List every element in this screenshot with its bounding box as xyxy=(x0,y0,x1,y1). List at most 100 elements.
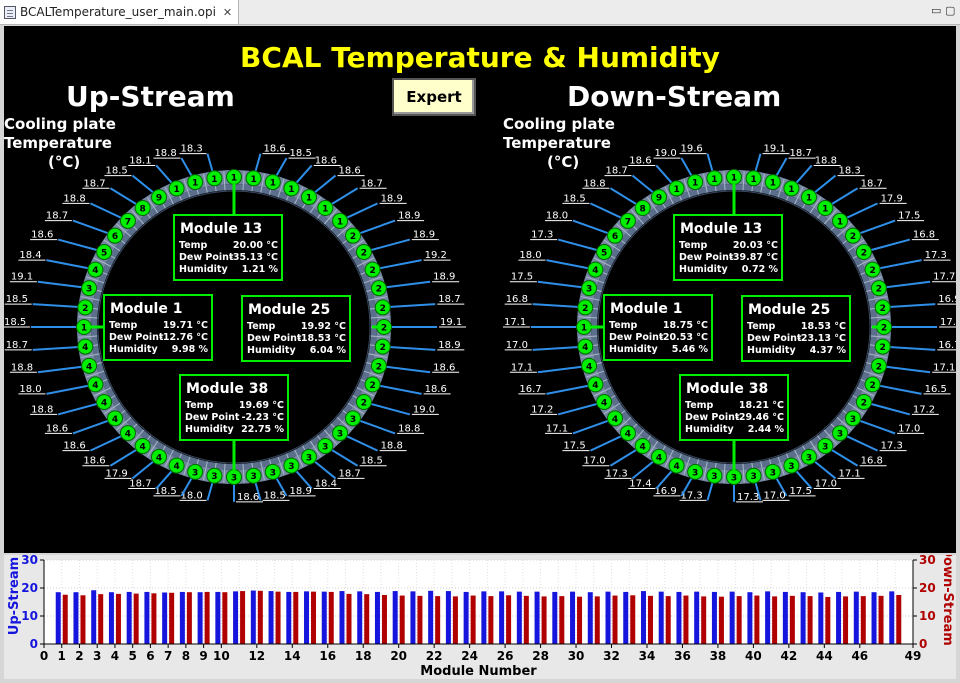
module-dot[interactable] xyxy=(874,338,891,355)
module-dot[interactable] xyxy=(206,467,223,484)
module-dot[interactable] xyxy=(745,467,762,484)
module-dot[interactable] xyxy=(187,174,204,191)
module-dot[interactable] xyxy=(245,170,262,187)
module-dot[interactable] xyxy=(96,244,113,260)
module-dot[interactable] xyxy=(370,357,387,374)
module-dot[interactable] xyxy=(301,189,317,206)
module-dot[interactable] xyxy=(581,280,598,297)
module-dot[interactable] xyxy=(345,227,362,244)
module-dot[interactable] xyxy=(817,438,834,455)
module-dot[interactable] xyxy=(855,394,872,410)
module-dot[interactable] xyxy=(355,394,372,410)
module-dot[interactable] xyxy=(619,425,636,442)
module-dot[interactable] xyxy=(345,410,362,427)
module-dot[interactable] xyxy=(668,457,685,474)
editor-tab[interactable]: BCALTemperature_user_main.opi ✕ xyxy=(0,0,240,24)
module-dot[interactable] xyxy=(168,457,185,474)
module-dot[interactable] xyxy=(764,463,781,480)
module-dot[interactable] xyxy=(332,212,349,229)
module-dot[interactable] xyxy=(87,376,104,393)
module-dot[interactable] xyxy=(606,410,623,427)
module-dot[interactable] xyxy=(817,199,834,216)
module-dot[interactable] xyxy=(651,189,667,206)
module-dot[interactable] xyxy=(283,180,300,197)
module-dot[interactable] xyxy=(264,174,281,191)
module-dot[interactable] xyxy=(864,261,881,278)
module-dot[interactable] xyxy=(864,376,881,393)
module-dot[interactable] xyxy=(577,299,594,316)
module-dot[interactable] xyxy=(187,463,204,480)
module-dot[interactable] xyxy=(801,189,817,206)
module-dot[interactable] xyxy=(364,376,381,393)
module-dot[interactable] xyxy=(332,425,349,442)
module-dot[interactable] xyxy=(283,457,300,474)
module-dot[interactable] xyxy=(874,299,891,316)
module-dot[interactable] xyxy=(832,425,849,442)
module-dot[interactable] xyxy=(581,357,598,374)
module-dot[interactable] xyxy=(619,212,636,229)
module-dot[interactable] xyxy=(264,463,281,480)
module-dot[interactable] xyxy=(151,189,167,206)
module-dot[interactable] xyxy=(651,448,667,465)
module-dot[interactable] xyxy=(596,394,613,410)
module-dot[interactable] xyxy=(355,244,372,260)
module-dot[interactable] xyxy=(106,227,123,244)
module-dot[interactable] xyxy=(801,448,817,465)
module-dot[interactable] xyxy=(745,170,762,187)
module-dot[interactable] xyxy=(587,261,604,278)
module-dot[interactable] xyxy=(87,261,104,278)
module-dot[interactable] xyxy=(151,448,167,465)
module-dot[interactable] xyxy=(855,244,872,260)
module-dot[interactable] xyxy=(374,338,391,355)
minimize-icon[interactable]: ▭ xyxy=(931,4,942,17)
module-dot[interactable] xyxy=(870,280,887,297)
module-dot[interactable] xyxy=(301,448,317,465)
module-dot[interactable] xyxy=(832,212,849,229)
module-dot[interactable] xyxy=(870,357,887,374)
module-dot[interactable] xyxy=(687,174,704,191)
module-dot[interactable] xyxy=(317,438,334,455)
module-dot[interactable] xyxy=(845,410,862,427)
module-dot[interactable] xyxy=(134,199,151,216)
module-dot[interactable] xyxy=(706,467,723,484)
module-dot[interactable] xyxy=(606,227,623,244)
module-dot[interactable] xyxy=(845,227,862,244)
module-dot[interactable] xyxy=(245,467,262,484)
expert-button[interactable]: Expert xyxy=(392,78,476,116)
close-tab-icon[interactable]: ✕ xyxy=(222,5,233,19)
module-dot[interactable] xyxy=(374,299,391,316)
module-dot[interactable] xyxy=(77,299,94,316)
module-dot[interactable] xyxy=(687,463,704,480)
module-dot[interactable] xyxy=(783,457,800,474)
module-dot[interactable] xyxy=(119,212,136,229)
module-dot[interactable] xyxy=(668,180,685,197)
module-dot[interactable] xyxy=(764,174,781,191)
module-dot[interactable] xyxy=(364,261,381,278)
restore-icon[interactable]: ▢ xyxy=(945,4,956,17)
module-dot[interactable] xyxy=(783,180,800,197)
module-dot[interactable] xyxy=(370,280,387,297)
module-dot[interactable] xyxy=(634,438,651,455)
module-dot[interactable] xyxy=(134,438,151,455)
module-dot[interactable] xyxy=(317,199,334,216)
module-dot[interactable] xyxy=(106,410,123,427)
module-dot[interactable] xyxy=(81,357,98,374)
module-dot[interactable] xyxy=(96,394,113,410)
module-dot[interactable] xyxy=(119,425,136,442)
module-dot[interactable] xyxy=(577,338,594,355)
module-dot[interactable] xyxy=(168,180,185,197)
module-dot[interactable] xyxy=(706,170,723,187)
module-dot[interactable] xyxy=(596,244,613,260)
module-dot[interactable] xyxy=(587,376,604,393)
module-dot[interactable] xyxy=(81,280,98,297)
module-dot[interactable] xyxy=(634,199,651,216)
module-dot[interactable] xyxy=(206,170,223,187)
